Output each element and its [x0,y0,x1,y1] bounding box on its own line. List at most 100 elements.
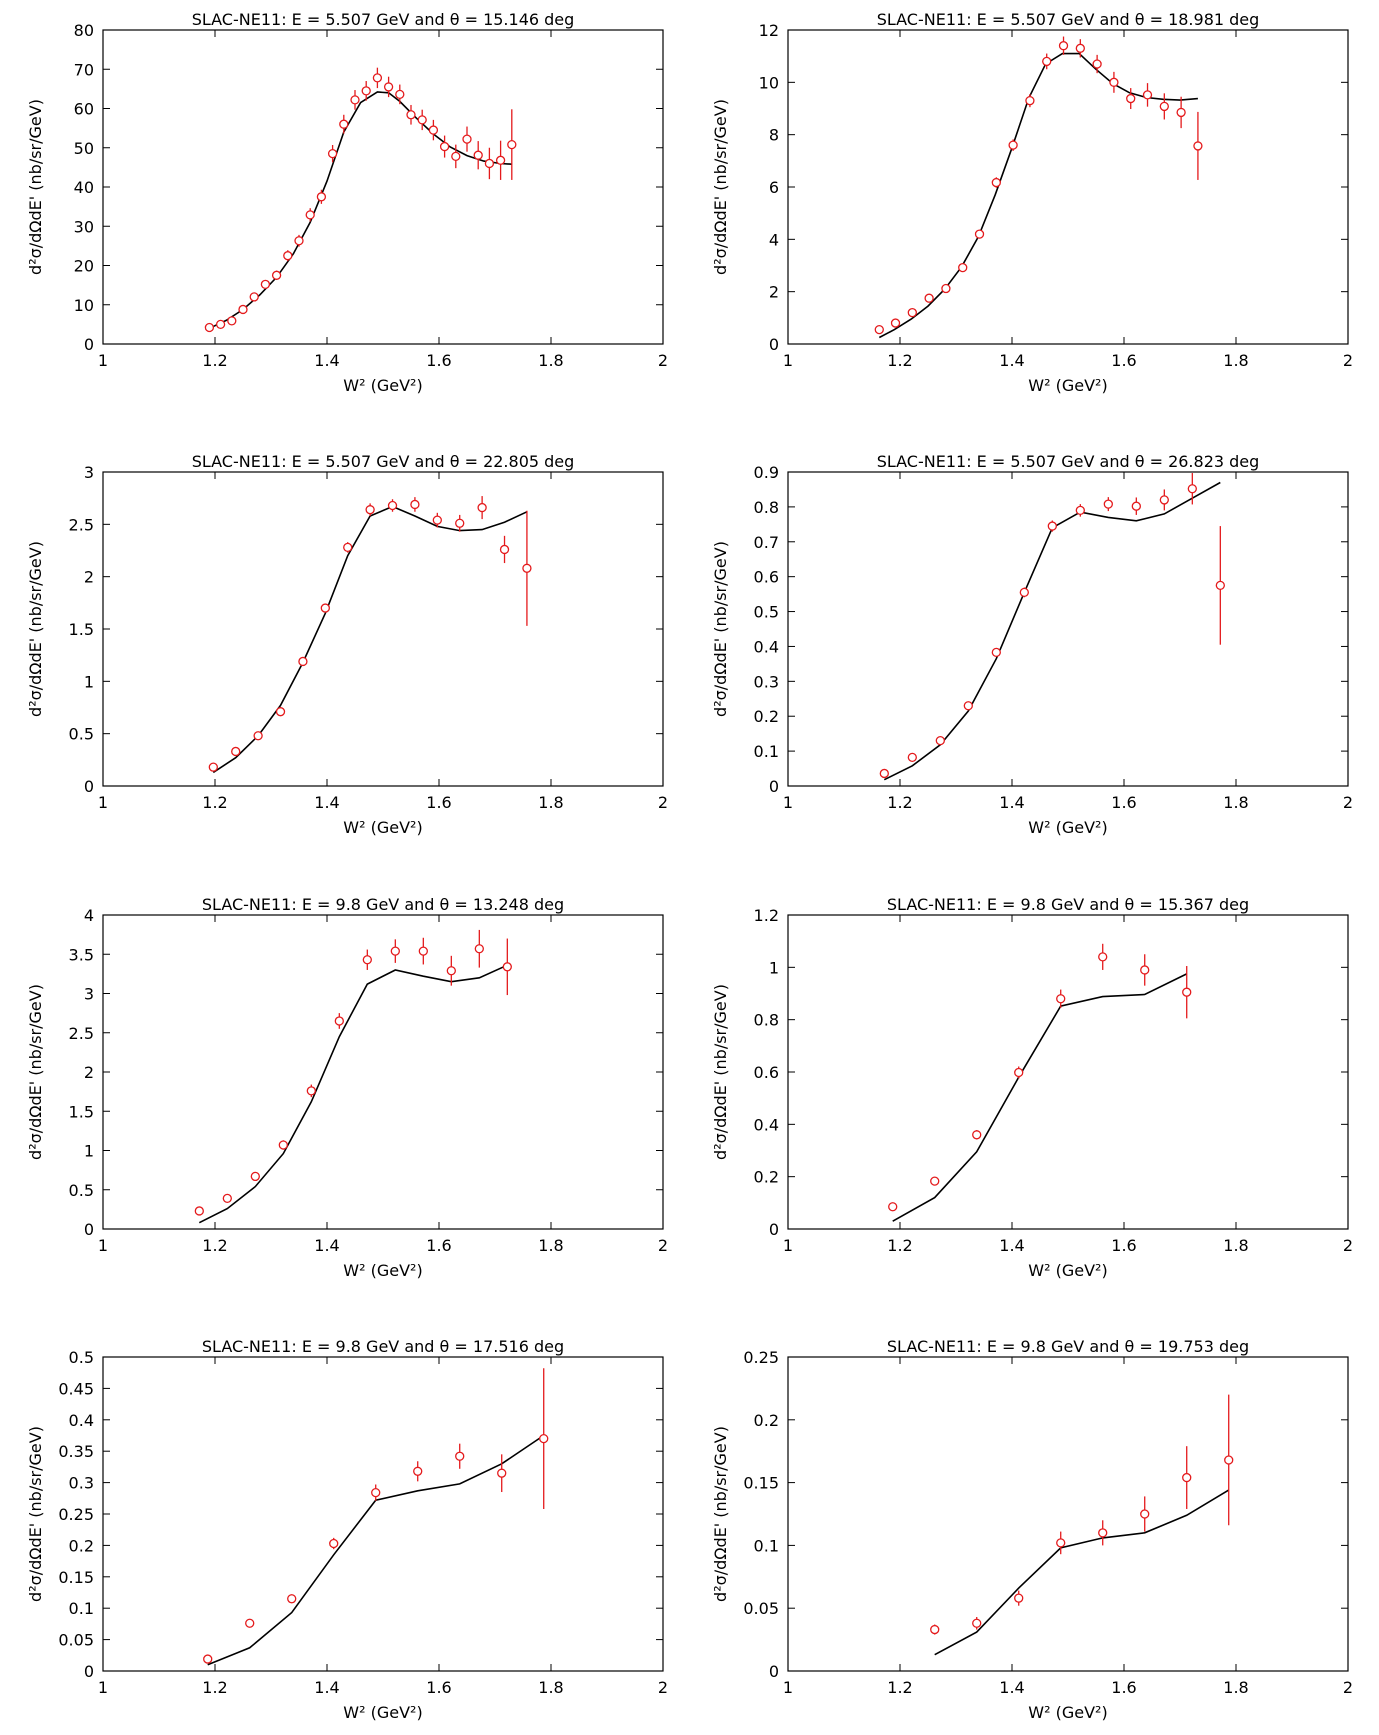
data-point [339,114,349,134]
data-point [477,496,487,520]
data-marker [1109,77,1119,87]
data-marker [1058,41,1069,51]
data-point [231,746,241,757]
chart-title: SLAC-NE11: E = 5.507 GeV and θ = 26.823 … [877,452,1260,471]
data-point [474,929,484,968]
y-tick-label: 4 [84,906,94,925]
chart-title: SLAC-NE11: E = 9.8 GeV and θ = 19.753 de… [887,1337,1249,1356]
data-point [888,1202,898,1212]
data-point [208,762,218,772]
data-marker [935,735,945,746]
data-marker [294,236,304,246]
x-tick-label: 1.2 [887,1236,912,1255]
x-tick-label: 1.8 [1223,1236,1248,1255]
data-point [507,109,517,180]
x-axis-label: W² (GeV²) [343,1703,422,1722]
x-axis-label: W² (GeV²) [1028,1703,1107,1722]
y-tick-label: 0.25 [58,1505,94,1524]
y-tick-label: 2 [84,1063,94,1082]
data-marker [1182,1472,1192,1483]
y-tick-label: 0.35 [58,1442,94,1461]
x-tick-label: 2 [658,793,668,812]
y-tick-label: 0.3 [754,672,779,691]
chart-panel-8: SLAC-NE11: E = 9.8 GeV and θ = 19.753 de… [711,1337,1353,1722]
data-marker [1019,587,1029,598]
data-marker [1025,96,1035,106]
data-marker [365,505,375,515]
data-point [1019,587,1029,598]
data-marker [227,316,237,326]
data-marker [963,701,973,711]
x-tick-label: 1.6 [426,1678,451,1697]
data-point [417,109,427,131]
data-point [428,119,439,141]
y-tick-label: 0.2 [754,1411,779,1430]
data-marker [991,177,1001,188]
y-tick-label: 2 [84,568,94,587]
data-point [350,90,360,110]
data-point [1014,1590,1024,1606]
data-marker [432,515,442,525]
data-point [907,307,917,318]
data-point [1126,88,1136,110]
x-tick-label: 2 [658,1236,668,1255]
data-point [406,104,416,125]
data-point [890,318,901,328]
data-point [1159,93,1169,120]
data-point [1131,497,1141,515]
data-marker [1193,141,1203,151]
y-tick-label: 0.1 [69,1599,94,1618]
x-tick-label: 1.4 [314,793,339,812]
y-tick-label: 0.3 [69,1474,94,1493]
data-point [907,752,917,763]
data-marker [1092,59,1102,69]
data-point [473,141,483,170]
y-tick-label: 0.25 [743,1348,779,1367]
x-tick-label: 1.8 [538,351,563,370]
data-marker [334,1016,344,1026]
data-point [455,1443,465,1469]
y-tick-label: 1.2 [754,906,779,925]
y-tick-label: 3.5 [69,945,94,964]
y-tick-label: 12 [759,21,779,40]
y-tick-label: 0 [84,1662,94,1681]
x-tick-label: 1 [783,1236,793,1255]
data-point [522,510,532,626]
x-tick-label: 2 [1343,1678,1353,1697]
data-marker [439,141,450,152]
data-point [455,514,465,532]
data-marker [1042,56,1052,67]
data-point [484,147,495,180]
data-marker [890,318,901,328]
x-tick-label: 1.2 [887,351,912,370]
data-point [204,322,215,333]
data-point [974,229,985,239]
data-point [1008,139,1018,151]
model-curve [198,964,508,1224]
data-point [502,938,512,996]
chart-panel-1: SLAC-NE11: E = 5.507 GeV and θ = 15.146 … [26,10,668,395]
model-curve [212,505,528,774]
data-point [1224,1394,1234,1526]
data-point [879,768,889,779]
y-tick-label: 1 [84,672,94,691]
y-tick-label: 3 [84,463,94,482]
y-tick-label: 10 [759,73,779,92]
data-marker [1014,1593,1024,1603]
y-tick-label: 1 [769,958,779,977]
data-marker [275,707,286,717]
data-point [1025,94,1035,108]
y-tick-label: 0.45 [58,1379,94,1398]
x-tick-label: 1.8 [538,1678,563,1697]
x-tick-label: 1 [98,793,108,812]
data-marker [1224,1455,1234,1465]
y-tick-label: 70 [74,60,94,79]
data-marker [343,542,353,553]
y-tick-label: 0.2 [754,707,779,726]
data-point [462,126,472,152]
plot-frame [102,29,664,345]
x-tick-label: 1.4 [314,1678,339,1697]
data-marker [203,1654,213,1664]
x-tick-label: 1 [783,793,793,812]
data-marker [1056,1538,1066,1548]
